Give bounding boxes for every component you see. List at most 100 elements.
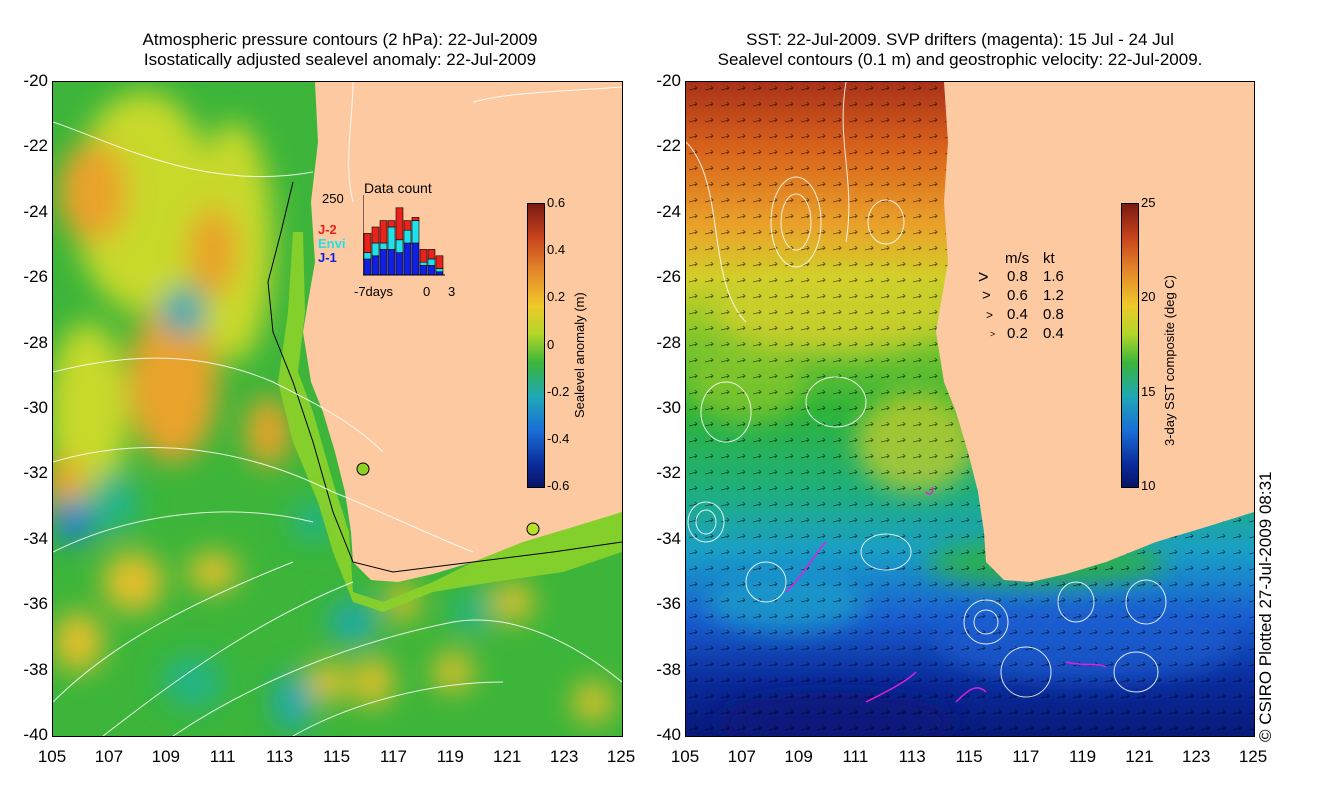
left-colorbar — [527, 203, 545, 488]
colorbar-tick-label: -0.2 — [547, 383, 570, 399]
hist-bar-envi — [419, 261, 428, 266]
inset-x-label-zero: 0 — [423, 284, 431, 299]
x-tick-label: 105 — [670, 747, 700, 766]
hist-bar-j-1 — [387, 249, 396, 276]
hist-bar-envi — [427, 258, 436, 266]
sst-field — [686, 82, 1254, 736]
colorbar-tick-label: 25 — [1141, 195, 1156, 210]
inset-histogram — [363, 195, 445, 276]
x-tick-label: 115 — [955, 747, 983, 766]
colorbar-tick-label: -0.4 — [547, 430, 570, 446]
hist-bar-j-1 — [371, 255, 380, 276]
x-tick-label: 109 — [784, 747, 813, 766]
hist-bar-j-1 — [403, 242, 412, 276]
hist-bar-envi — [395, 239, 404, 253]
hist-bar-j-1 — [419, 265, 428, 276]
y-tick-label: -34 — [23, 528, 48, 548]
hist-bar-envi — [387, 226, 396, 250]
x-tick-label: 111 — [842, 747, 869, 766]
y-tick-label: -26 — [23, 267, 48, 287]
hist-bar-j-2 — [395, 207, 404, 241]
y-tick-label: -36 — [656, 594, 681, 614]
y-tick-label: -22 — [23, 136, 48, 156]
inset-x-label-end: 3 — [448, 284, 456, 299]
x-tick-label: 117 — [1012, 747, 1040, 766]
hist-bar-envi — [363, 252, 372, 260]
x-tick-label: 123 — [549, 747, 579, 766]
hist-bar-j-1 — [427, 265, 436, 276]
colorbar-tick-label: 0.6 — [547, 195, 566, 210]
velocity-legend-ms: 0.6 — [1007, 287, 1028, 304]
x-tick-label: 115 — [322, 747, 351, 766]
right-sst-map — [685, 81, 1255, 737]
y-tick-label: -30 — [23, 398, 48, 417]
hist-bar-envi — [371, 242, 380, 257]
y-tick-label: -38 — [23, 659, 48, 679]
hist-bar-j-2 — [379, 220, 388, 244]
right-title-line1: SST: 22-Jul-2009. SVP drifters (magenta)… — [746, 30, 1174, 49]
australia-land-right — [936, 82, 1254, 582]
y-tick-label: -32 — [23, 463, 48, 483]
inset-legend-envi: Envi — [318, 236, 346, 251]
y-tick-label: -20 — [23, 71, 48, 90]
hist-bar-j-1 — [363, 258, 372, 276]
x-tick-label: 113 — [266, 747, 294, 766]
hist-bar-envi — [435, 268, 444, 273]
hist-bar-j-2 — [411, 217, 420, 221]
y-tick-label: -24 — [23, 201, 48, 221]
velocity-legend-kt: 1.2 — [1043, 287, 1064, 304]
colorbar-tick-label: 0.4 — [547, 242, 566, 258]
left-title-line2: Isostatically adjusted sealevel anomaly:… — [143, 50, 537, 69]
velocity-legend-kt: 0.8 — [1043, 306, 1064, 323]
hist-bar-j-2 — [435, 255, 444, 269]
hist-bar-j-2 — [419, 249, 428, 263]
hist-bar-envi — [411, 220, 420, 244]
inset-ymax: 250 — [322, 191, 344, 206]
inset-legend-j-1: J-1 — [318, 250, 337, 265]
x-tick-label: 119 — [436, 747, 464, 766]
hist-bar-envi — [403, 229, 412, 244]
colorbar-tick-label: 0 — [547, 336, 555, 352]
y-tick-label: -28 — [656, 332, 681, 352]
velocity-legend-arrow-icon: > — [986, 308, 994, 322]
x-tick-label: 113 — [898, 747, 926, 766]
colorbar-tick-label: 10 — [1141, 478, 1156, 493]
x-tick-label: 119 — [1069, 747, 1097, 766]
velocity-legend-header-kt: kt — [1043, 250, 1055, 267]
x-tick-label: 107 — [94, 747, 124, 766]
inset-title: Data count — [364, 180, 432, 196]
x-tick-label: 111 — [209, 747, 236, 766]
hist-bar-j-1 — [379, 249, 388, 276]
credit-text: © CSIRO Plotted 27-Jul-2009 08:31 — [1256, 471, 1275, 742]
y-tick-label: -28 — [23, 332, 48, 352]
hist-bar-j-2 — [363, 233, 372, 253]
x-tick-label: 121 — [1125, 747, 1154, 766]
y-tick-label: -32 — [656, 463, 681, 483]
hist-bar-j-2 — [387, 220, 396, 228]
y-tick-label: -26 — [656, 267, 681, 287]
colorbar-tick-label: 20 — [1141, 289, 1156, 305]
y-tick-label: -38 — [656, 659, 681, 679]
velocity-legend-ms: 0.8 — [1007, 268, 1028, 285]
hist-bar-j-2 — [371, 226, 380, 244]
y-tick-label: -40 — [23, 725, 48, 744]
x-tick-label: 125 — [1238, 747, 1268, 766]
colorbar-tick-label: -0.6 — [547, 478, 570, 493]
velocity-legend-arrow-icon: > — [982, 287, 991, 304]
velocity-legend-arrow-icon: > — [990, 329, 996, 339]
x-tick-label: 121 — [493, 747, 522, 766]
y-tick-label: -30 — [656, 398, 681, 417]
y-tick-label: -24 — [656, 201, 681, 221]
y-tick-label: -34 — [656, 528, 681, 548]
hist-bar-j-1 — [411, 242, 420, 276]
y-tick-label: -20 — [656, 71, 681, 90]
inset-legend-j-2: J-2 — [318, 222, 337, 237]
colorbar-tick-label: 15 — [1141, 383, 1156, 399]
y-tick-label: -40 — [656, 725, 681, 744]
velocity-legend-arrow-icon: > — [978, 267, 989, 287]
velocity-legend-kt: 0.4 — [1043, 325, 1064, 342]
colorbar-tick-label: 0.2 — [547, 289, 566, 305]
left-title-line1: Atmospheric pressure contours (2 hPa): 2… — [142, 30, 538, 49]
hist-bar-j-2 — [427, 249, 436, 260]
velocity-legend-ms: 0.2 — [1007, 325, 1028, 342]
